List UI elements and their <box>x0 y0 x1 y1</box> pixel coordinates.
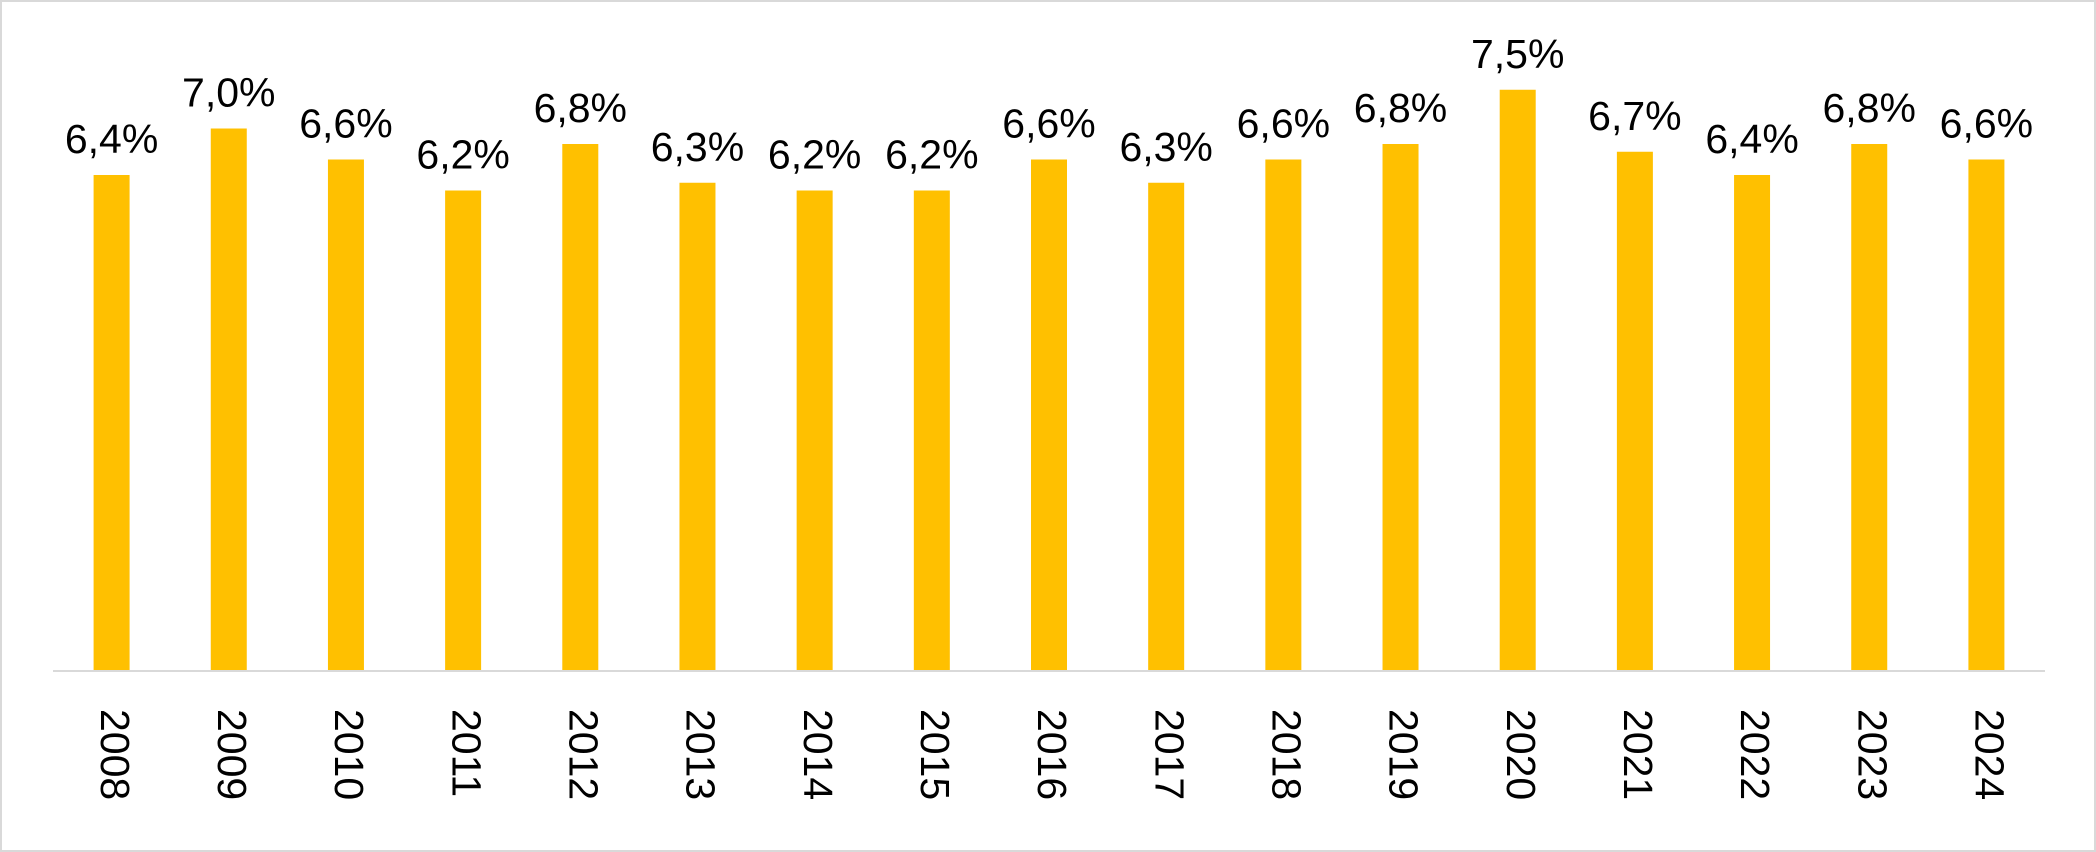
bar <box>210 128 247 671</box>
bar <box>1499 89 1536 671</box>
bar <box>796 190 833 671</box>
x-tick-label: 2017 <box>1146 709 1192 800</box>
data-label: 6,3% <box>651 124 744 170</box>
x-tick-label: 2013 <box>678 709 724 800</box>
data-label: 6,6% <box>1237 101 1330 147</box>
bar <box>1616 151 1653 671</box>
bar <box>1148 182 1185 671</box>
x-tick-label: 2024 <box>1967 709 2013 800</box>
data-label: 6,6% <box>299 101 392 147</box>
data-label: 6,2% <box>768 132 861 178</box>
data-label: 6,2% <box>416 132 509 178</box>
data-label: 7,5% <box>1471 31 1564 77</box>
data-label: 6,2% <box>885 132 978 178</box>
bar <box>1382 144 1419 671</box>
bar <box>93 175 130 671</box>
bar <box>1968 159 2005 671</box>
data-label: 6,8% <box>1823 85 1916 131</box>
x-tick-label: 2015 <box>912 709 958 800</box>
data-label: 6,7% <box>1588 93 1681 139</box>
data-label: 6,8% <box>534 85 627 131</box>
x-tick-label: 2021 <box>1615 709 1661 800</box>
data-label: 6,6% <box>1940 101 2033 147</box>
bar <box>1265 159 1302 671</box>
data-label: 6,8% <box>1354 85 1447 131</box>
x-tick-label: 2022 <box>1732 709 1778 800</box>
bar <box>1031 159 1067 671</box>
x-tick-label: 2023 <box>1849 709 1895 800</box>
x-tick-label: 2020 <box>1498 709 1544 800</box>
data-label: 6,6% <box>1002 101 1095 147</box>
bar <box>445 190 482 671</box>
bar <box>913 190 950 671</box>
data-label: 7,0% <box>182 70 275 116</box>
x-tick-label: 2012 <box>560 709 606 800</box>
bar <box>562 144 599 671</box>
data-label: 6,4% <box>1705 116 1798 162</box>
x-tick-label: 2008 <box>92 709 138 800</box>
bar <box>327 159 364 671</box>
x-tick-label: 2018 <box>1264 709 1310 800</box>
x-tick-label: 2011 <box>443 709 489 797</box>
data-label: 6,4% <box>65 116 158 162</box>
x-tick-label: 2009 <box>209 709 255 800</box>
bar <box>1851 144 1888 671</box>
data-label: 6,3% <box>1119 124 1212 170</box>
x-tick-label: 2019 <box>1381 709 1427 800</box>
bar <box>1734 175 1771 671</box>
x-tick-label: 2014 <box>795 709 841 800</box>
bar <box>679 182 716 671</box>
x-tick-label: 2010 <box>326 709 372 800</box>
x-tick-label: 2016 <box>1029 709 1075 800</box>
